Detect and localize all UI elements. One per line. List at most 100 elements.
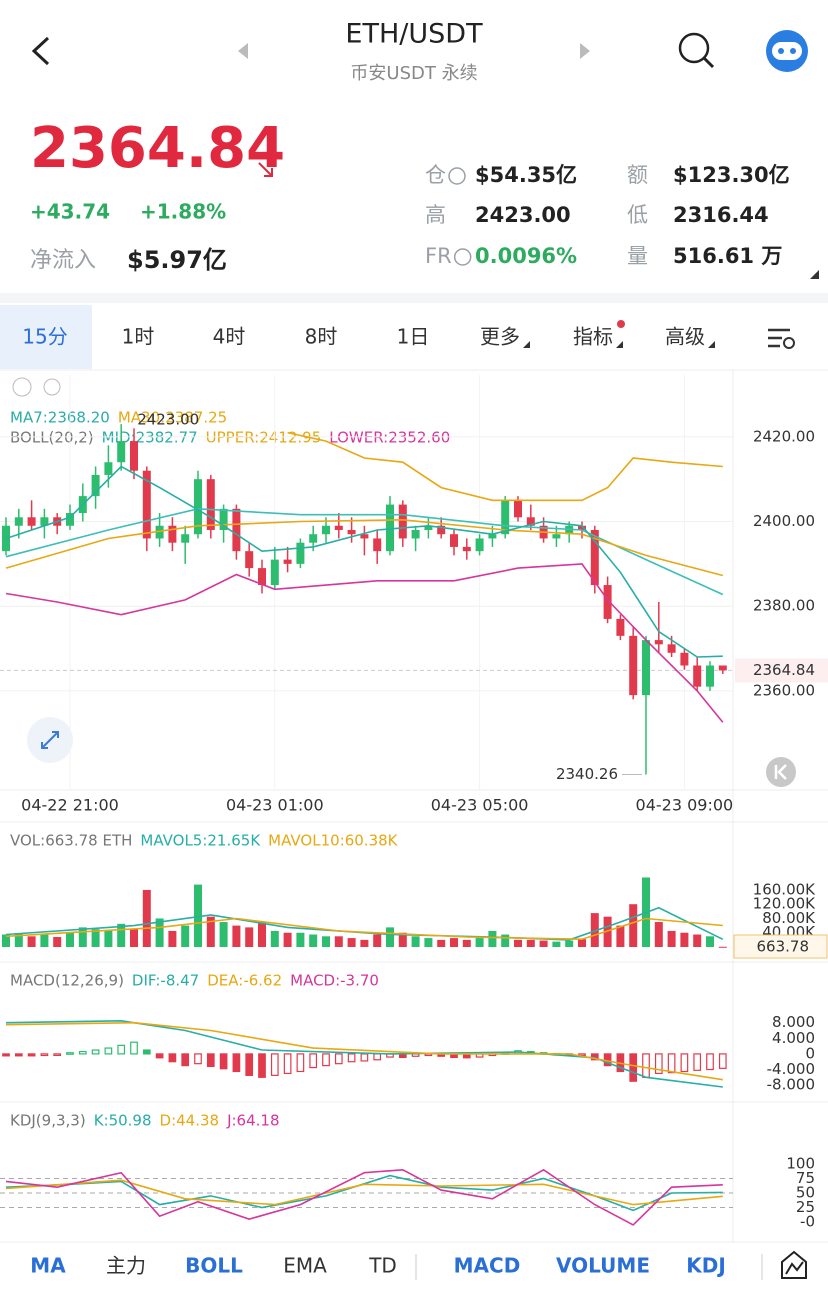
jump-latest[interactable]: [766, 757, 796, 787]
candle-body: [475, 538, 484, 552]
y-tick-label: 50: [796, 1184, 815, 1202]
indicator-tab[interactable]: MA: [30, 1254, 66, 1278]
volume-bar: [578, 939, 586, 947]
candle-body: [142, 470, 151, 539]
volume-bar: [706, 936, 714, 947]
stat-label: 高: [425, 203, 446, 227]
macd-bar: [155, 1053, 164, 1059]
y-tick-label: 2400.00: [753, 512, 815, 530]
candle-body: [578, 525, 586, 530]
indicator-tab[interactable]: VOLUME: [556, 1254, 650, 1278]
indicator-tab[interactable]: TD: [368, 1254, 397, 1278]
next-arrow[interactable]: [580, 43, 590, 59]
timeframe-tab[interactable]: 4时: [213, 325, 246, 349]
candle-body: [130, 441, 138, 471]
help-icon[interactable]: [448, 167, 466, 185]
legend-entry: MACD(12,26,9): [10, 972, 124, 990]
last-price-tag: [735, 658, 828, 683]
volume-bar: [206, 916, 215, 947]
search-button[interactable]: [678, 32, 715, 69]
y-tick-label: 2380.00: [753, 597, 815, 615]
net-inflow: $5.97亿: [127, 246, 227, 274]
volume-bar: [360, 939, 369, 947]
timeframe-tab[interactable]: 更多: [480, 325, 520, 349]
volume-bar: [424, 938, 433, 947]
legend-entry: MAVOL5:21.65K: [140, 832, 261, 850]
candle-body: [488, 534, 497, 539]
timeframe-tab[interactable]: 8时: [305, 325, 338, 349]
chart-settings[interactable]: [768, 328, 795, 349]
indicator-tab[interactable]: BOLL: [185, 1254, 243, 1278]
legend-entry: J:64.18: [226, 1112, 279, 1130]
expand-corner[interactable]: [810, 270, 819, 279]
candle-body: [181, 534, 190, 543]
candle-body: [552, 534, 561, 539]
macd-bar: [66, 1052, 74, 1055]
timeframe-tab[interactable]: 高级: [665, 325, 705, 349]
legend-entry: K:50.98: [94, 1112, 152, 1130]
draw-tool[interactable]: [781, 1250, 807, 1279]
legend-entry: D:44.38: [160, 1112, 220, 1130]
macd-bar: [27, 1053, 36, 1057]
macd-bar: [334, 1053, 343, 1065]
legend-entry: KDJ(9,3,3): [10, 1112, 86, 1130]
stat-value: $123.30亿: [673, 163, 790, 187]
timeframe-tab[interactable]: 15分: [22, 325, 67, 349]
volume-bar: [194, 884, 202, 947]
macd-bar: [283, 1053, 292, 1075]
macd-bar: [322, 1053, 330, 1067]
volume-bar: [14, 933, 23, 947]
macd-bar: [117, 1044, 126, 1055]
y-tick-label: 2360.00: [753, 681, 815, 699]
timeframe-tab[interactable]: 指标: [573, 325, 613, 349]
volume-bar: [501, 934, 510, 947]
y-tick-label: 80.00K: [762, 909, 816, 927]
back-button[interactable]: [31, 36, 50, 66]
y-tick-label: 2420.00: [753, 427, 815, 445]
indicator-tab[interactable]: 主力: [106, 1254, 146, 1278]
candle-body: [232, 508, 241, 552]
indicator-tab[interactable]: EMA: [283, 1254, 327, 1278]
candle-body: [66, 513, 74, 526]
volume-bar: [462, 939, 471, 947]
help-icon[interactable]: [453, 248, 472, 266]
x-tick-label: 04-23 05:00: [431, 796, 529, 815]
stat-label: FR: [425, 244, 452, 268]
volume-bar: [437, 939, 446, 947]
macd-bar: [14, 1053, 23, 1057]
y-tick-label: -8.000: [767, 1076, 815, 1094]
price-change-pct: +1.88%: [140, 200, 226, 224]
macd-bar: [629, 1053, 638, 1082]
indicator-line: [5, 1179, 723, 1206]
collapse-icon[interactable]: [12, 377, 32, 397]
volume-bar: [2, 934, 10, 947]
candle-body: [411, 529, 420, 539]
volume-bar: [258, 922, 266, 947]
legend-entry: MA30:2387.25: [118, 409, 227, 427]
indicator-tab[interactable]: KDJ: [686, 1254, 726, 1278]
timeframe-tab[interactable]: 1日: [397, 325, 430, 349]
indicator-line: [5, 518, 724, 577]
avatar[interactable]: [766, 30, 808, 72]
candle-body: [219, 508, 228, 530]
fullscreen-button[interactable]: [27, 717, 73, 763]
candle-body: [680, 652, 689, 666]
candle-body: [590, 529, 599, 586]
indicator-tab[interactable]: MACD: [454, 1254, 521, 1278]
candle-body: [360, 534, 369, 539]
y-tick-label: 8.000: [772, 1013, 815, 1031]
timeframe-tab[interactable]: 1时: [122, 325, 155, 349]
legend-entry: MACD:-3.70: [290, 972, 379, 990]
candle-body: [386, 504, 394, 552]
macd-bar: [2, 1053, 10, 1057]
legend-entry: LOWER:2352.60: [329, 429, 450, 447]
volume-bar: [629, 904, 638, 947]
settings-icon[interactable]: [43, 378, 61, 396]
macd-bar: [104, 1047, 113, 1055]
candle-body: [40, 517, 49, 526]
stat-value: 2316.44: [673, 203, 769, 227]
prev-arrow[interactable]: [238, 43, 248, 59]
volume-bar: [91, 929, 100, 947]
macd-bar: [245, 1053, 254, 1076]
